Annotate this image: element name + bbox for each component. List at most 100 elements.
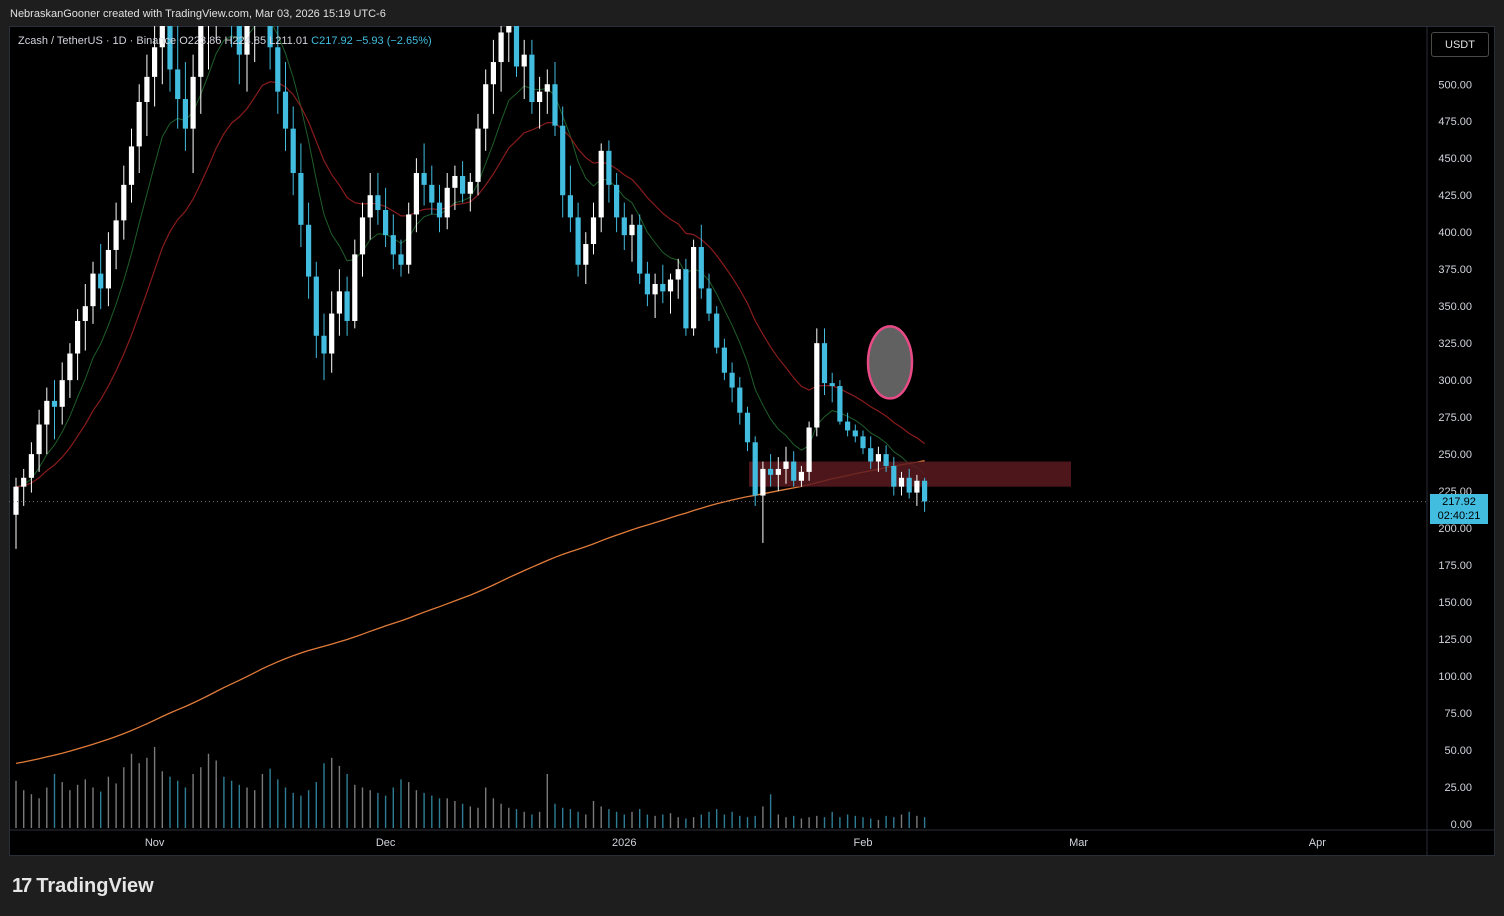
volume-bar — [816, 815, 818, 828]
volume-bar — [161, 771, 163, 828]
volume-bar — [307, 790, 310, 828]
volume-bar — [261, 774, 264, 828]
candle — [914, 474, 920, 506]
time-tick-label: Apr — [1309, 837, 1326, 849]
volume-bar — [654, 815, 656, 828]
candle-body — [98, 273, 104, 289]
candle — [868, 436, 874, 469]
price-tick-label: 500.00 — [1438, 79, 1472, 91]
price-tick-label: 450.00 — [1438, 153, 1472, 165]
volume-bar — [485, 787, 487, 828]
price-tick-label: 0.00 — [1451, 819, 1472, 831]
volume-bar — [123, 767, 125, 828]
candle-body — [483, 84, 489, 129]
candle-body — [775, 468, 781, 475]
highlight-ellipse — [866, 325, 914, 400]
candle-body — [891, 465, 897, 487]
volume-bar — [384, 795, 387, 828]
candle — [729, 362, 735, 403]
volume-bar — [392, 787, 394, 828]
candle-body — [529, 54, 535, 103]
candle-body — [13, 486, 19, 515]
volume-bar — [762, 806, 764, 828]
volume-bar — [900, 814, 903, 828]
price-tick-label: 125.00 — [1438, 634, 1472, 646]
candle-body — [467, 181, 473, 194]
currency-button[interactable]: USDT — [1431, 32, 1489, 57]
volume-bar — [577, 811, 579, 828]
candle-body — [806, 427, 812, 472]
candle-body — [167, 26, 173, 70]
candle — [498, 26, 504, 92]
volume-bar — [716, 809, 718, 828]
candle — [583, 232, 589, 284]
price-tick-label: 350.00 — [1438, 301, 1472, 313]
volume-bar — [600, 806, 602, 828]
volume-bar — [785, 817, 787, 828]
candle — [406, 202, 412, 274]
candle-body — [798, 471, 804, 481]
candle-body — [506, 26, 512, 33]
candle — [621, 202, 627, 250]
volume-bar — [315, 782, 317, 828]
candle — [336, 269, 342, 336]
candle-body — [721, 347, 727, 373]
candle-body — [498, 32, 504, 63]
candle — [606, 140, 612, 203]
volume-bar — [854, 815, 856, 828]
volume-bar — [438, 798, 441, 828]
candle-body — [352, 254, 358, 321]
candle — [182, 62, 188, 151]
high-value: H224.85 — [224, 35, 267, 47]
price-tick-label: 175.00 — [1438, 560, 1472, 572]
volume-bar — [870, 818, 872, 828]
candle-body — [452, 175, 458, 188]
volume-bar — [615, 811, 618, 828]
chart-attribution: NebraskanGooner created with TradingView… — [10, 8, 386, 20]
volume-bar — [639, 809, 641, 828]
candle-body — [783, 461, 789, 469]
candle-body — [90, 273, 96, 307]
volume-bar — [662, 814, 664, 828]
candle-body — [675, 269, 681, 280]
tradingview-logo[interactable]: 17 TradingView — [12, 875, 154, 898]
volume-bar — [207, 753, 210, 828]
candle — [598, 143, 604, 233]
candle-body — [321, 335, 327, 354]
volume-bar — [585, 814, 587, 828]
candle — [90, 261, 96, 324]
volume-bar — [408, 782, 410, 828]
candle — [852, 424, 858, 443]
volume-bar — [477, 807, 479, 828]
volume-bar — [885, 815, 887, 828]
candle-body — [367, 195, 373, 218]
price-tick-label: 75.00 — [1444, 708, 1472, 720]
symbol-name: Zcash / TetherUS · 1D · Binance — [18, 35, 177, 47]
candle-body — [752, 442, 758, 496]
candle — [190, 54, 196, 174]
open-value: O223.86 — [179, 35, 222, 47]
candle — [667, 273, 674, 314]
candle-body — [768, 468, 774, 475]
candle — [737, 377, 743, 425]
candle-body — [567, 195, 573, 218]
volume-bar — [562, 807, 564, 828]
candle-body — [590, 217, 597, 245]
price-tick-label: 25.00 — [1444, 782, 1472, 794]
top-bar: NebraskanGooner created with TradingView… — [0, 0, 1504, 26]
candle — [267, 26, 273, 70]
volume-bar — [531, 814, 533, 828]
volume-bar — [916, 815, 918, 828]
volume-bar — [431, 795, 433, 828]
candle — [590, 202, 597, 255]
candle — [159, 26, 165, 85]
time-tick-label: Dec — [376, 837, 396, 849]
candle — [198, 26, 204, 114]
candle-body — [698, 246, 704, 289]
candle — [105, 232, 111, 307]
chart-frame[interactable] — [9, 26, 1495, 856]
candle-body — [644, 273, 650, 295]
volume-layer — [15, 747, 926, 828]
ema-mid-line — [15, 81, 925, 488]
price-chart[interactable]: 0.00 25.00 50.00 75.00 100.00 125.00 150.00 175… — [9, 26, 1495, 856]
